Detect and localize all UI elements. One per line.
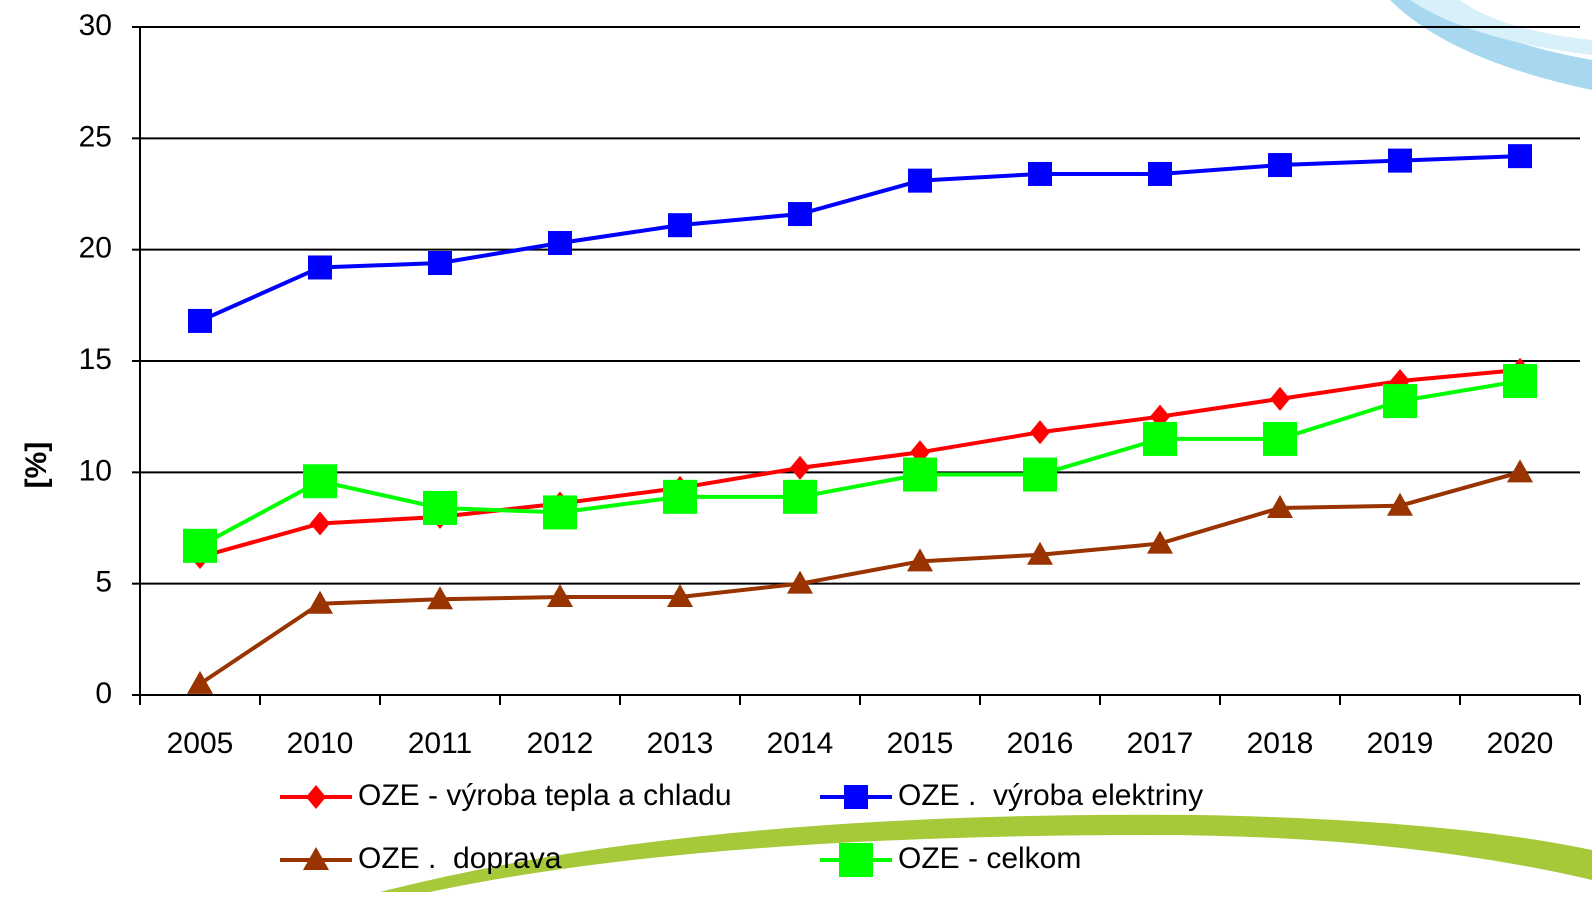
legend-label: OZE . doprava [358,842,562,875]
y-tick-label: 25 [79,120,112,153]
x-tick-label: 2017 [1127,727,1194,760]
data-point [1028,162,1052,186]
data-point [1023,458,1057,492]
x-tick-label: 2015 [887,727,954,760]
data-point [428,251,452,275]
data-point [1507,459,1533,482]
x-tick-label: 2010 [287,727,354,760]
data-point [543,495,577,529]
y-tick-label: 20 [79,232,112,265]
series-line [200,370,1520,557]
legend-marker [306,785,326,809]
data-point [423,491,457,525]
data-point [1268,153,1292,177]
data-point [1270,387,1290,411]
x-tick-label: 2016 [1007,727,1074,760]
legend-label: OZE . výroba elektriny [898,779,1203,812]
data-point [188,309,212,333]
y-tick-label: 10 [79,454,112,487]
data-point [908,169,932,193]
y-tick-label: 0 [95,677,112,710]
y-tick-label: 15 [79,343,112,376]
data-point [1143,422,1177,456]
data-point [663,480,697,514]
data-point [788,202,812,226]
y-tick-label: 5 [95,566,112,599]
x-tick-label: 2011 [408,727,473,760]
data-point [790,456,810,480]
data-point [1148,162,1172,186]
data-point [1030,420,1050,444]
y-axis-label: [%] [20,442,53,489]
x-tick-label: 2005 [167,727,234,760]
data-point [187,671,213,694]
chart: [%] 0 5 10 15 20 25 30 2005 2010 2011 2012 2013 2014… [0,0,1592,892]
data-point [308,255,332,279]
y-tick-label: 30 [79,9,112,42]
legend-label: OZE - výroba tepla a chladu [358,779,732,812]
series-line [200,156,1520,321]
legend-label: OZE - celkom [898,842,1081,875]
data-point [1508,144,1532,168]
x-tick-label: 2018 [1247,727,1314,760]
x-tick-label: 2013 [647,727,714,760]
data-point [783,480,817,514]
data-point [903,458,937,492]
x-tick-label: 2019 [1367,727,1434,760]
data-point [1263,422,1297,456]
data-point [1383,384,1417,418]
page: [%] 0 5 10 15 20 25 30 2005 2010 2011 2012 2013 2014… [0,0,1592,897]
legend-marker [844,785,868,809]
x-tick-label: 2012 [527,727,594,760]
data-point [183,529,217,563]
series-line [200,472,1520,684]
data-point [1503,364,1537,398]
legend-marker [839,843,873,877]
data-point [1388,149,1412,173]
data-point [303,464,337,498]
data-point [668,213,692,237]
data-point [548,231,572,255]
x-tick-label: 2014 [767,727,834,760]
x-tick-label: 2020 [1487,727,1554,760]
data-point [310,512,330,536]
